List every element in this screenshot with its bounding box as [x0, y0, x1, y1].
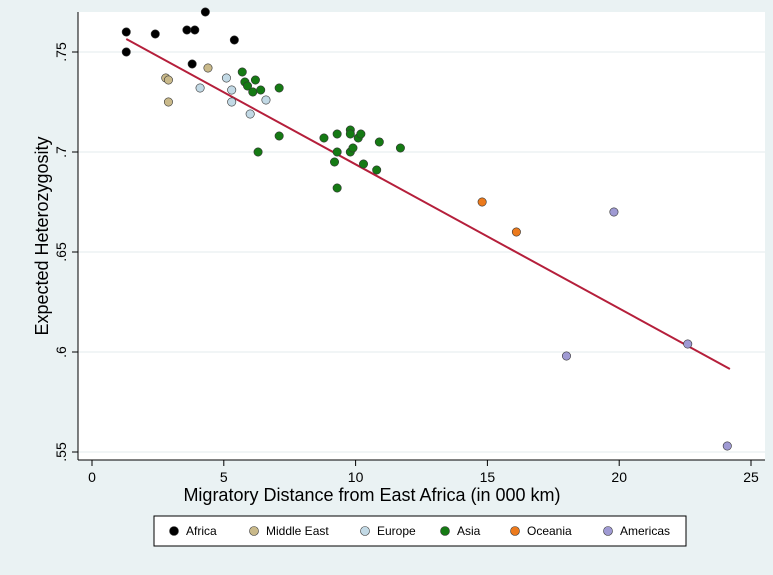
legend-box — [153, 515, 687, 547]
y-axis-label: Expected Heterozygosity — [32, 136, 52, 335]
x-tick-label: 5 — [220, 469, 228, 485]
point-asia — [248, 87, 258, 97]
data-points — [121, 7, 732, 451]
x-axis-label: Migratory Distance from East Africa (in … — [183, 485, 560, 505]
point-asia — [243, 81, 253, 91]
x-tick-label: 0 — [88, 469, 96, 485]
point-europe — [227, 97, 237, 107]
legend-label-europe: Europe — [377, 524, 416, 538]
point-asia — [348, 143, 358, 153]
point-asia — [274, 131, 284, 141]
legend-marker-oceania — [510, 526, 520, 536]
point-europe — [195, 83, 205, 93]
fit-line-layer — [125, 38, 731, 370]
point-asia — [319, 133, 329, 143]
point-africa — [182, 25, 192, 35]
point-americas — [609, 207, 619, 217]
point-africa — [187, 59, 197, 69]
y-tick-label: .6 — [53, 346, 69, 358]
point-middle-east — [163, 97, 173, 107]
point-asia — [274, 83, 284, 93]
fit-line — [125, 38, 731, 370]
point-asia — [332, 183, 342, 193]
point-asia — [253, 147, 263, 157]
point-middle-east — [203, 63, 213, 73]
legend-label-oceania: Oceania — [527, 524, 572, 538]
x-tick-label: 15 — [480, 469, 496, 485]
legend-label-asia: Asia — [457, 524, 481, 538]
point-oceania — [511, 227, 521, 237]
point-africa — [190, 25, 200, 35]
point-africa — [200, 7, 210, 17]
legend-marker-africa — [169, 526, 179, 536]
point-asia — [356, 129, 366, 139]
legend-label-middle-east: Middle East — [266, 524, 329, 538]
point-asia — [332, 147, 342, 157]
point-africa — [229, 35, 239, 45]
axes: 0 5 10 15 20 25 .55 .6 .65 .7 .75 — [53, 12, 765, 485]
point-africa — [121, 27, 131, 37]
point-asia — [256, 85, 266, 95]
point-asia — [359, 159, 369, 169]
legend-marker-middle-east — [249, 526, 259, 536]
x-tick-label: 20 — [611, 469, 627, 485]
point-middle-east — [163, 75, 173, 85]
point-americas — [722, 441, 732, 451]
x-tick-label: 10 — [348, 469, 364, 485]
point-americas — [561, 351, 571, 361]
plot-area — [78, 12, 765, 460]
point-asia — [372, 165, 382, 175]
point-europe — [227, 85, 237, 95]
point-oceania — [477, 197, 487, 207]
point-asia — [395, 143, 405, 153]
legend-marker-asia — [440, 526, 450, 536]
point-asia — [332, 129, 342, 139]
y-tick-label: .75 — [53, 42, 69, 62]
point-africa — [121, 47, 131, 57]
point-europe — [245, 109, 255, 119]
point-asia — [345, 129, 355, 139]
legend: Africa Middle East Europe Asia Oceania Americ… — [169, 524, 670, 538]
legend-marker-americas — [603, 526, 613, 536]
legend-label-americas: Americas — [620, 524, 670, 538]
point-europe — [221, 73, 231, 83]
y-tick-label: .7 — [53, 146, 69, 158]
legend-marker-europe — [360, 526, 370, 536]
y-tick-label: .55 — [53, 442, 69, 462]
point-europe — [261, 95, 271, 105]
legend-label-africa: Africa — [186, 524, 217, 538]
point-asia — [250, 75, 260, 85]
y-tick-label: .65 — [53, 242, 69, 262]
x-tick-label: 25 — [743, 469, 759, 485]
point-americas — [683, 339, 693, 349]
point-africa — [150, 29, 160, 39]
point-asia — [237, 67, 247, 77]
point-asia — [330, 157, 340, 167]
point-asia — [374, 137, 384, 147]
gridlines — [78, 51, 765, 453]
